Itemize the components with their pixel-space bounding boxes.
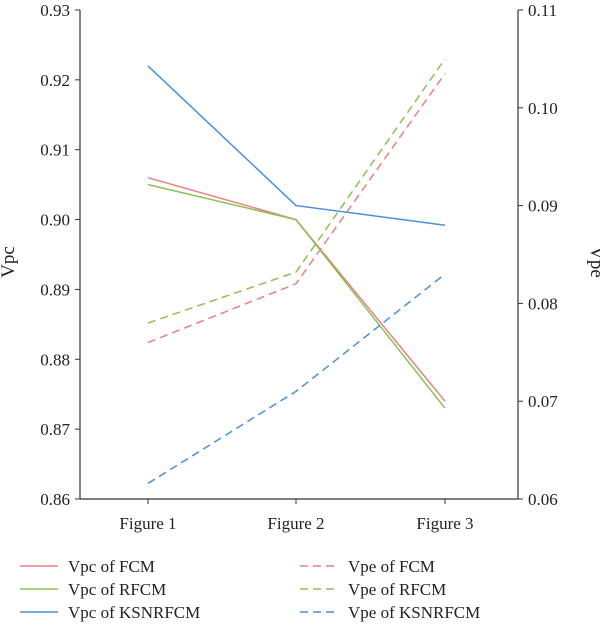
right-tick-label: 0.11 xyxy=(528,1,557,20)
left-tick-label: 0.92 xyxy=(40,71,70,90)
right-tick-label: 0.09 xyxy=(528,197,558,216)
legend-label: Vpe of RFCM xyxy=(348,580,446,599)
left-tick-label: 0.86 xyxy=(40,490,70,509)
series-lines xyxy=(147,58,446,485)
left-tick-label: 0.91 xyxy=(40,141,70,160)
series-line xyxy=(147,58,446,324)
right-axis-label: Vpe xyxy=(586,246,600,278)
series-line xyxy=(147,65,446,226)
legend-label: Vpe of KSNRFCM xyxy=(348,603,480,622)
right-tick-label: 0.07 xyxy=(528,392,558,411)
right-tick-label: 0.10 xyxy=(528,99,558,118)
left-tick-label: 0.90 xyxy=(40,211,70,230)
left-tick-label: 0.93 xyxy=(40,1,70,20)
legend-label: Vpe of FCM xyxy=(348,557,435,576)
left-y-axis: 0.86 0.87 0.88 0.89 0.90 0.91 0.92 0.93 xyxy=(40,1,80,509)
left-tick-label: 0.87 xyxy=(40,420,70,439)
legend: Vpc of FCM Vpe of FCM Vpc of RFCM Vpe of RF… xyxy=(20,557,480,622)
series-line xyxy=(147,176,446,402)
plot-frame xyxy=(79,10,519,500)
legend-label: Vpc of RFCM xyxy=(68,580,166,599)
series-line xyxy=(147,73,446,344)
series-line xyxy=(147,273,446,485)
right-y-axis: 0.06 0.07 0.08 0.09 0.10 0.11 xyxy=(518,1,558,509)
legend-label: Vpc of KSNRFCM xyxy=(68,603,200,622)
right-tick-label: 0.06 xyxy=(528,490,558,509)
x-tick-label: Figure 3 xyxy=(416,514,473,533)
left-tick-label: 0.89 xyxy=(40,280,70,299)
left-tick-label: 0.88 xyxy=(40,350,70,369)
left-axis-label: Vpc xyxy=(0,246,19,278)
right-tick-label: 0.08 xyxy=(528,294,558,313)
series-line xyxy=(147,183,446,409)
x-tick-label: Figure 1 xyxy=(119,514,176,533)
x-tick-label: Figure 2 xyxy=(267,514,324,533)
x-axis: Figure 1 Figure 2 Figure 3 xyxy=(119,499,474,533)
legend-label: Vpc of FCM xyxy=(68,557,155,576)
